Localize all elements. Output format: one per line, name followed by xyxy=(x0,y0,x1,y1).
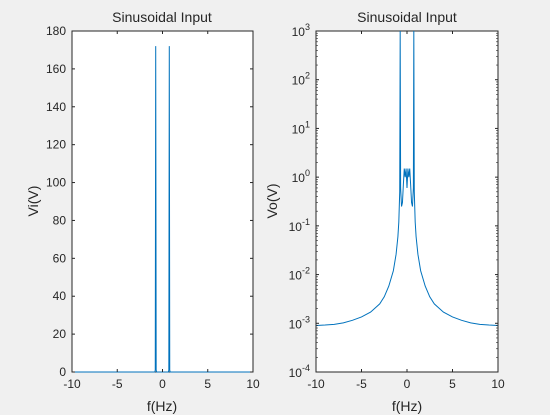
y-tick-label: 0 xyxy=(59,365,66,379)
plot-area-left xyxy=(71,30,254,373)
x-tick-label: 10 xyxy=(246,377,260,391)
y-ticks-right: 10-4 10-3 10-2 10-1 100 101 102 103 xyxy=(289,22,498,380)
x-tick-label: 5 xyxy=(204,377,211,391)
x-tick-label: 0 xyxy=(159,377,166,391)
x-tick-label: 5 xyxy=(449,377,456,391)
y-tick-label: 10-2 xyxy=(289,266,310,283)
plot-area-right xyxy=(315,30,499,373)
y-tick-label: 40 xyxy=(53,289,67,303)
chart-right: -10 -5 0 5 10 10-4 10-3 10-2 10-1 100 101 102 103 S… xyxy=(264,9,505,414)
x-ticks-right: -10 -5 0 5 10 xyxy=(307,31,505,391)
y-tick-label: 101 xyxy=(292,119,310,136)
x-tick-label: 0 xyxy=(404,377,411,391)
x-axis-label-left: f(Hz) xyxy=(147,398,177,414)
y-tick-label: 180 xyxy=(46,24,66,38)
x-ticks-left: -10 -5 0 5 10 xyxy=(63,31,260,391)
x-tick-label: -10 xyxy=(63,377,81,391)
x-tick-label: 10 xyxy=(491,377,505,391)
chart-title-right: Sinusoidal Input xyxy=(357,9,457,25)
y-tick-label: 120 xyxy=(46,138,66,152)
y-tick-label: 20 xyxy=(53,327,67,341)
x-tick-label: -5 xyxy=(356,377,367,391)
y-tick-label: 103 xyxy=(292,22,310,39)
y-tick-label: 140 xyxy=(46,100,66,114)
y-tick-label: 160 xyxy=(46,62,66,76)
x-tick-label: -5 xyxy=(112,377,123,391)
y-axis-label-right: Vo(V) xyxy=(264,183,280,218)
y-tick-label: 10-4 xyxy=(289,363,310,380)
y-tick-label: 100 xyxy=(292,168,310,185)
series-line-right xyxy=(315,30,499,327)
y-tick-label: 10-3 xyxy=(289,314,310,331)
x-tick-label: -10 xyxy=(307,377,325,391)
y-axis-label-left: Vi(V) xyxy=(25,186,41,217)
y-tick-label: 80 xyxy=(53,213,67,227)
y-tick-label: 10-1 xyxy=(289,217,310,234)
x-axis-label-right: f(Hz) xyxy=(392,398,422,414)
y-tick-label: 100 xyxy=(46,176,66,190)
y-tick-label: 102 xyxy=(292,71,310,88)
y-tick-label: 60 xyxy=(53,251,67,265)
y-ticks-left: 0 20 40 60 80 100 120 140 160 180 xyxy=(46,24,253,379)
chart-title-left: Sinusoidal Input xyxy=(112,9,212,25)
chart-left: -10 -5 0 5 10 0 20 40 60 80 100 120 140 160 180 Sinus… xyxy=(25,9,260,414)
